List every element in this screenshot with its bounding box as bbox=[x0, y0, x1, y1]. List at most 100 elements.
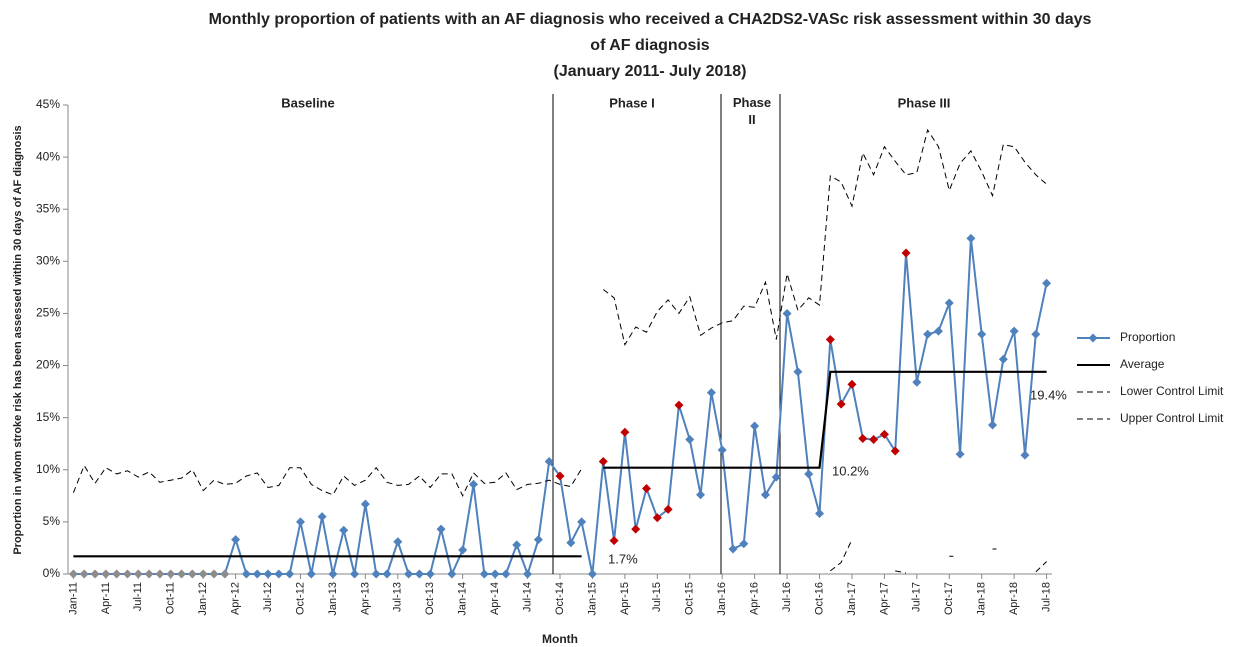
chart-title: (January 2011- July 2018) bbox=[553, 63, 746, 80]
data-point bbox=[858, 434, 868, 444]
data-point bbox=[793, 367, 803, 377]
data-point bbox=[642, 484, 652, 494]
phase-label-line: II bbox=[748, 112, 755, 127]
annotation: 1.7% bbox=[608, 551, 638, 566]
data-point bbox=[263, 569, 273, 579]
x-tick-label: Jan-18 bbox=[976, 582, 988, 616]
x-tick-label: Jul-13 bbox=[392, 582, 404, 612]
data-point bbox=[998, 354, 1008, 364]
x-tick-label: Apr-18 bbox=[1008, 582, 1020, 615]
y-tick-label: 45% bbox=[36, 97, 60, 111]
data-point bbox=[847, 379, 857, 389]
data-point bbox=[231, 535, 241, 545]
phase-label: Phase II bbox=[733, 95, 771, 127]
data-point bbox=[285, 569, 295, 579]
data-point bbox=[977, 329, 987, 339]
series-line bbox=[72, 128, 1047, 497]
data-point bbox=[350, 569, 360, 579]
data-point bbox=[955, 449, 965, 459]
data-point bbox=[966, 233, 976, 243]
phase-label-line: Phase bbox=[733, 95, 771, 110]
data-point bbox=[122, 569, 132, 579]
data-point bbox=[1020, 450, 1030, 460]
data-point bbox=[101, 569, 111, 579]
data-point bbox=[739, 539, 749, 549]
legend-label: Average bbox=[1120, 357, 1165, 371]
data-point bbox=[1031, 329, 1041, 339]
data-point bbox=[825, 335, 835, 344]
data-point bbox=[133, 569, 143, 579]
x-tick-label: Oct-14 bbox=[554, 582, 566, 615]
data-point bbox=[555, 471, 565, 481]
data-point bbox=[155, 569, 165, 579]
x-tick-label: Jul-11 bbox=[132, 582, 144, 611]
data-point bbox=[166, 569, 176, 579]
y-tick-label: 25% bbox=[36, 306, 60, 320]
x-tick-label: Apr-12 bbox=[230, 582, 242, 615]
data-point bbox=[360, 499, 370, 509]
data-point bbox=[577, 517, 587, 527]
data-point bbox=[68, 569, 78, 579]
data-point bbox=[933, 326, 943, 336]
data-point bbox=[696, 490, 706, 500]
phase-label: Phase I bbox=[609, 95, 655, 110]
data-point bbox=[771, 472, 781, 482]
x-tick-label: Jul-18 bbox=[1040, 582, 1052, 612]
x-tick-label: Apr-15 bbox=[619, 582, 631, 615]
data-point bbox=[879, 429, 889, 439]
data-point bbox=[988, 420, 998, 430]
data-point bbox=[901, 248, 911, 258]
x-tick-label: Oct-15 bbox=[684, 582, 696, 615]
y-axis-label: Proportion in whom stroke risk has been … bbox=[12, 125, 24, 554]
data-point bbox=[609, 536, 619, 546]
legend-label: Lower Control Limit bbox=[1120, 384, 1224, 398]
data-point bbox=[1009, 326, 1019, 336]
data-point bbox=[490, 569, 500, 579]
legend-label: Proportion bbox=[1120, 330, 1175, 344]
data-point bbox=[523, 569, 533, 579]
data-point bbox=[544, 456, 554, 466]
data-point bbox=[533, 535, 543, 545]
data-point bbox=[685, 435, 695, 445]
data-point bbox=[274, 569, 284, 579]
x-tick-label: Jan-12 bbox=[197, 582, 209, 616]
data-point bbox=[836, 399, 846, 409]
annotation: 19.4% bbox=[1030, 387, 1067, 402]
chart-title: Monthly proportion of patients with an A… bbox=[209, 11, 1092, 28]
y-tick-label: 10% bbox=[36, 462, 60, 476]
x-tick-label: Jul-14 bbox=[521, 582, 533, 612]
chart-title: of AF diagnosis bbox=[590, 37, 710, 54]
y-tick-label: 30% bbox=[36, 254, 60, 268]
legend-marker bbox=[1088, 333, 1098, 343]
data-point bbox=[468, 479, 478, 489]
data-point bbox=[587, 569, 597, 579]
data-point bbox=[631, 524, 641, 534]
data-point bbox=[295, 517, 305, 527]
x-tick-label: Oct-13 bbox=[424, 582, 436, 615]
data-point bbox=[220, 569, 230, 579]
x-tick-label: Oct-12 bbox=[294, 582, 306, 615]
data-point bbox=[501, 569, 511, 579]
data-point bbox=[458, 545, 468, 555]
data-point bbox=[782, 308, 792, 318]
data-point bbox=[1042, 278, 1052, 288]
x-tick-label: Oct-16 bbox=[813, 582, 825, 615]
data-point bbox=[479, 569, 489, 579]
data-point bbox=[663, 504, 673, 514]
x-tick-label: Oct-17 bbox=[943, 582, 955, 615]
data-point bbox=[728, 544, 738, 554]
data-point bbox=[512, 540, 522, 550]
y-tick-label: 5% bbox=[43, 514, 61, 528]
annotation: 10.2% bbox=[832, 463, 869, 478]
data-point bbox=[944, 298, 954, 308]
data-point bbox=[317, 512, 327, 522]
data-point bbox=[760, 490, 770, 500]
data-point bbox=[869, 435, 879, 445]
data-point bbox=[187, 569, 197, 579]
series-line bbox=[73, 370, 1047, 558]
x-tick-label: Jul-15 bbox=[651, 582, 663, 612]
data-point bbox=[425, 569, 435, 579]
data-point bbox=[404, 569, 414, 579]
data-point bbox=[79, 569, 89, 579]
x-tick-label: Apr-16 bbox=[749, 582, 761, 615]
